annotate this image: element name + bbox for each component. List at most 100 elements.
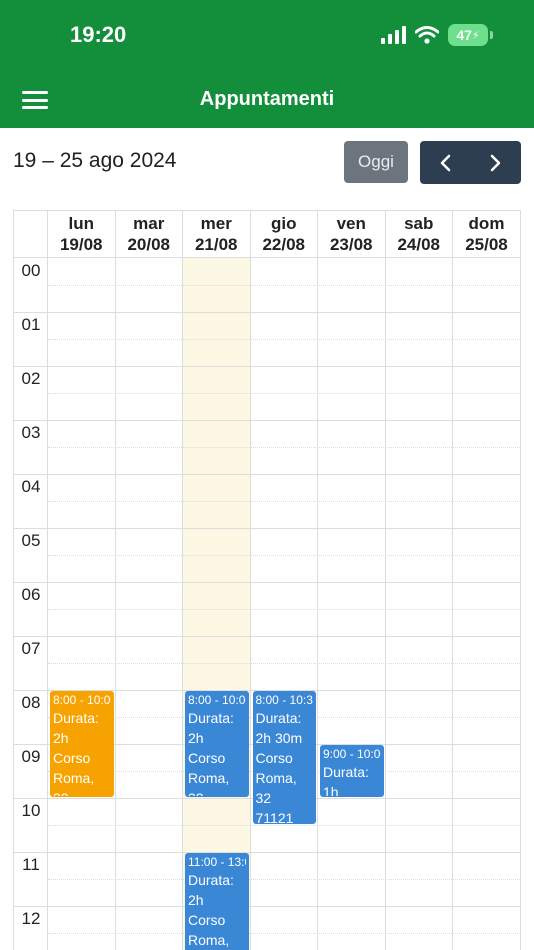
event-detail-line: Durata: <box>188 872 234 888</box>
event-time: 8:00 - 10:30 <box>255 693 314 707</box>
half-hour-gridline <box>48 393 521 394</box>
half-hour-gridline <box>48 825 521 826</box>
day-name: mar <box>133 214 165 233</box>
day-column-sab[interactable] <box>386 258 453 950</box>
next-week-button[interactable] <box>471 141 522 184</box>
event-detail-line: 2h <box>188 730 204 746</box>
hour-label: 01 <box>21 315 41 334</box>
hour-gridline <box>14 636 521 637</box>
hour-label: 00 <box>21 261 41 280</box>
event-detail-line: Corso <box>53 750 91 766</box>
prev-week-button[interactable] <box>420 141 471 184</box>
hour-label: 04 <box>21 477 41 496</box>
event-detail-line: Roma, <box>255 770 297 786</box>
event-detail-line: 2h 30m <box>255 730 303 746</box>
day-name: dom <box>468 214 505 233</box>
day-header-dom[interactable]: dom 25/08 <box>453 211 521 257</box>
hour-label: 05 <box>21 531 41 550</box>
event-time: 8:00 - 10:00 <box>53 693 111 707</box>
status-time: 19:20 <box>70 22 127 47</box>
time-gutter <box>14 258 48 950</box>
event-detail-line: Corso <box>255 750 293 766</box>
event-detail-line: Roma, <box>188 932 230 948</box>
week-nav-group <box>420 141 521 184</box>
half-hour-gridline <box>48 339 521 340</box>
hour-label: 10 <box>21 801 41 820</box>
day-date: 23/08 <box>329 235 373 254</box>
event-detail-line: Durata: <box>188 710 234 726</box>
today-button[interactable]: Oggi <box>344 141 408 183</box>
status-icons: 47 ⚡ <box>381 24 493 46</box>
day-date: 24/08 <box>397 235 441 254</box>
hour-label: 09 <box>21 747 41 766</box>
wifi-icon <box>415 26 439 44</box>
event-detail-line: Roma, <box>188 770 230 786</box>
hour-gridline <box>14 366 521 367</box>
event-detail-line: Corso <box>188 750 226 766</box>
appointment-event[interactable]: 8:00 - 10:00 Durata: 2h Corso Roma, 32 <box>50 691 114 797</box>
event-detail-line: 1h <box>323 784 339 797</box>
day-column-dom[interactable] <box>453 258 521 950</box>
hour-label: 11 <box>22 855 40 874</box>
day-header-mar[interactable]: mar 20/08 <box>116 211 183 257</box>
event-time: 11:00 - 13:00 <box>188 855 246 869</box>
appointment-event[interactable]: 9:00 - 10:00 Durata: 1h <box>320 745 384 797</box>
chevron-left-icon <box>441 154 451 171</box>
day-column-mer[interactable] <box>183 258 251 950</box>
day-column-lun[interactable] <box>48 258 116 950</box>
day-name: mer <box>200 214 232 233</box>
day-header-row: lun 19/08 mar 20/08 mer 21/08 gio 22/08 ven 23/08… <box>14 211 521 257</box>
appointment-event[interactable]: 8:00 - 10:00 Durata: 2h Corso Roma, 32 <box>185 691 249 797</box>
day-header-lun[interactable]: lun 19/08 <box>48 211 116 257</box>
week-calendar: lun 19/08 mar 20/08 mer 21/08 gio 22/08 ven 23/08… <box>13 210 521 950</box>
day-column-gio[interactable] <box>251 258 318 950</box>
day-name: lun <box>68 214 95 233</box>
half-hour-gridline <box>48 933 521 934</box>
day-date: 25/08 <box>465 235 508 254</box>
hour-gridline <box>14 582 521 583</box>
day-header-sab[interactable]: sab 24/08 <box>386 211 453 257</box>
hour-label: 03 <box>21 423 41 442</box>
cellular-signal-icon <box>381 26 406 44</box>
event-detail-line: Durata: <box>53 710 99 726</box>
half-hour-gridline <box>48 501 521 502</box>
event-time: 8:00 - 10:00 <box>188 693 246 707</box>
date-range-title: 19 – 25 ago 2024 <box>13 149 177 172</box>
day-date: 22/08 <box>262 235 306 254</box>
half-hour-gridline <box>48 663 521 664</box>
half-hour-gridline <box>48 555 521 556</box>
event-detail-line: Corso <box>188 912 226 928</box>
hour-gridline <box>14 906 521 907</box>
event-detail-line: 32 <box>53 788 111 796</box>
day-column-ven[interactable] <box>318 258 386 950</box>
app-header: 19:20 47 ⚡ Appuntamenti <box>0 0 534 128</box>
battery-level: 47 <box>456 27 472 43</box>
day-date: 20/08 <box>127 235 171 254</box>
day-column-mar[interactable] <box>116 258 183 950</box>
hour-gridline <box>14 420 521 421</box>
day-date: 21/08 <box>194 235 238 254</box>
day-header-gio[interactable]: gio 22/08 <box>251 211 318 257</box>
hour-gridline <box>14 690 521 691</box>
hamburger-menu-icon[interactable] <box>22 91 48 109</box>
appointment-event[interactable]: 8:00 - 10:30 Durata: 2h 30m Corso Roma, 32 711… <box>252 691 316 824</box>
hour-label: 08 <box>21 693 41 712</box>
event-detail-line: 32 <box>188 788 246 796</box>
hour-gridline <box>14 852 521 853</box>
event-detail-line: 32 <box>255 790 272 806</box>
half-hour-gridline <box>48 447 521 448</box>
half-hour-gridline <box>48 285 521 286</box>
event-detail-line: Roma, <box>53 770 95 786</box>
hour-label: 02 <box>21 369 41 388</box>
event-detail-line: 2h <box>188 892 204 908</box>
day-header-mer[interactable]: mer 21/08 <box>183 211 251 257</box>
hour-label: 06 <box>21 585 41 604</box>
page-title: Appuntamenti <box>199 88 335 110</box>
event-detail-line: 2h <box>53 730 69 746</box>
day-name: ven <box>336 214 366 233</box>
time-gutter-header <box>14 211 48 257</box>
event-time: 9:00 - 10:00 <box>323 747 381 761</box>
day-name: gio <box>271 214 297 233</box>
day-header-ven[interactable]: ven 23/08 <box>318 211 386 257</box>
